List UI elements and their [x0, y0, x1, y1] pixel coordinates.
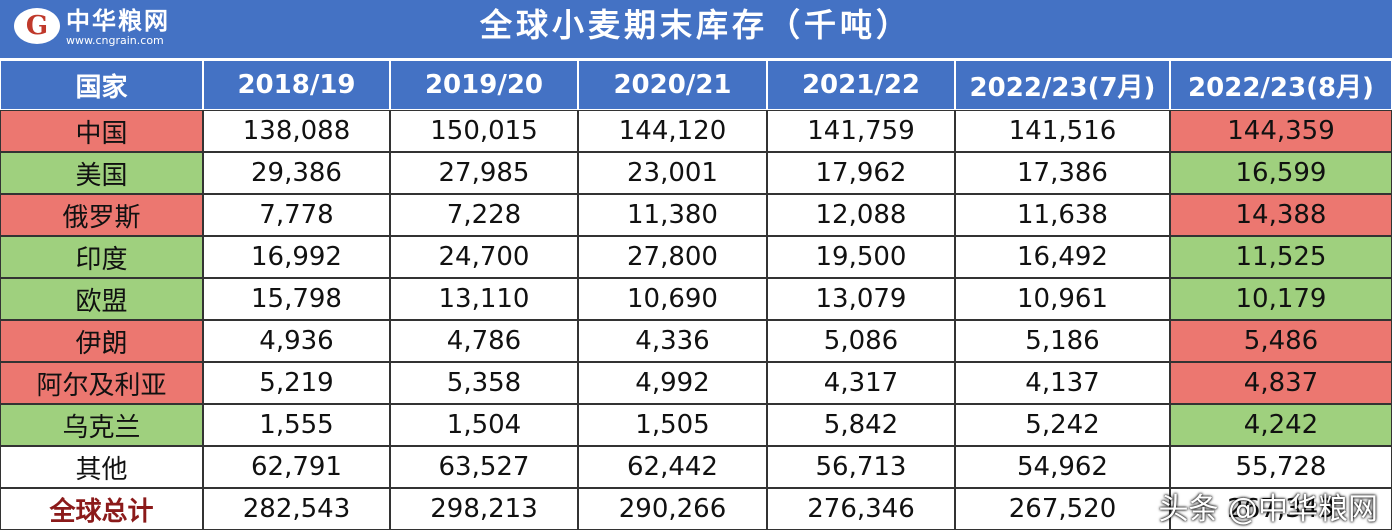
table-cell: 1,505 — [578, 404, 767, 446]
table-cell: 5,219 — [203, 362, 390, 404]
table-cell: 5,486 — [1170, 320, 1392, 362]
table-cell: 24,700 — [390, 236, 578, 278]
table-cell: 5,842 — [767, 404, 955, 446]
table-cell: 138,088 — [203, 110, 390, 152]
table-cell: 11,380 — [578, 194, 767, 236]
table-cell: 29,386 — [203, 152, 390, 194]
watermark: 头条 @中华粮网 — [1158, 492, 1378, 527]
table-cell: 4,336 — [578, 320, 767, 362]
table-cell: 276,346 — [767, 488, 955, 530]
table-cell: 5,086 — [767, 320, 955, 362]
logo-mark: G — [14, 8, 60, 44]
table-cell: 62,791 — [203, 446, 390, 488]
row-label: 中国 — [0, 110, 203, 152]
table-cell: 141,759 — [767, 110, 955, 152]
table-cell: 11,638 — [955, 194, 1170, 236]
table-cell: 144,120 — [578, 110, 767, 152]
column-header: 2022/23(7月) — [955, 60, 1170, 110]
logo-url: www.cngrain.com — [66, 34, 164, 47]
logo: G 中华粮网 www.cngrain.com — [14, 8, 170, 48]
table-cell: 15,798 — [203, 278, 390, 320]
table-cell: 4,137 — [955, 362, 1170, 404]
title: 全球小麦期末库存（千吨） — [479, 6, 912, 44]
table-cell: 10,690 — [578, 278, 767, 320]
table-cell: 4,317 — [767, 362, 955, 404]
row-label: 印度 — [0, 236, 203, 278]
table-cell: 267,520 — [955, 488, 1170, 530]
column-header: 国家 — [0, 60, 203, 110]
table-cell: 4,242 — [1170, 404, 1392, 446]
row-label: 欧盟 — [0, 278, 203, 320]
table-cell: 1,504 — [390, 404, 578, 446]
table-cell: 13,110 — [390, 278, 578, 320]
table-cell: 4,837 — [1170, 362, 1392, 404]
table-cell: 10,961 — [955, 278, 1170, 320]
table-cell: 56,713 — [767, 446, 955, 488]
row-label: 美国 — [0, 152, 203, 194]
table-cell: 12,088 — [767, 194, 955, 236]
table-cell: 4,786 — [390, 320, 578, 362]
table-cell: 5,186 — [955, 320, 1170, 362]
table-cell: 10,179 — [1170, 278, 1392, 320]
column-header: 2022/23(8月) — [1170, 60, 1392, 110]
column-header: 2018/19 — [203, 60, 390, 110]
row-label: 其他 — [0, 446, 203, 488]
table-cell: 63,527 — [390, 446, 578, 488]
table-cell: 54,962 — [955, 446, 1170, 488]
table-cell: 14,388 — [1170, 194, 1392, 236]
table-cell: 16,599 — [1170, 152, 1392, 194]
column-header: 2021/22 — [767, 60, 955, 110]
table-cell: 23,001 — [578, 152, 767, 194]
row-label: 全球总计 — [0, 488, 203, 530]
table-cell: 5,358 — [390, 362, 578, 404]
table-cell: 298,213 — [390, 488, 578, 530]
table: 国家 2018/19 2019/20 2020/21 2021/22 2022/23(7月… — [0, 60, 1392, 530]
table-cell: 19,500 — [767, 236, 955, 278]
table-cell: 7,778 — [203, 194, 390, 236]
row-label: 俄罗斯 — [0, 194, 203, 236]
row-label: 阿尔及利亚 — [0, 362, 203, 404]
column-header: 2020/21 — [578, 60, 767, 110]
table-cell: 13,079 — [767, 278, 955, 320]
table-cell: 27,800 — [578, 236, 767, 278]
table-cell: 11,525 — [1170, 236, 1392, 278]
table-cell: 17,962 — [767, 152, 955, 194]
row-label: 伊朗 — [0, 320, 203, 362]
table-cell: 16,992 — [203, 236, 390, 278]
table-cell: 17,386 — [955, 152, 1170, 194]
table-cell: 5,242 — [955, 404, 1170, 446]
table-cell: 62,442 — [578, 446, 767, 488]
column-header: 2019/20 — [390, 60, 578, 110]
logo-name: 中华粮网 — [66, 7, 170, 35]
table-cell: 1,555 — [203, 404, 390, 446]
row-label: 乌克兰 — [0, 404, 203, 446]
table-cell: 4,936 — [203, 320, 390, 362]
table-cell: 144,359 — [1170, 110, 1392, 152]
table-cell: 267,343 — [1170, 488, 1392, 530]
table-cell: 282,543 — [203, 488, 390, 530]
table-cell: 55,728 — [1170, 446, 1392, 488]
table-cell: 27,985 — [390, 152, 578, 194]
table-cell: 141,516 — [955, 110, 1170, 152]
table-cell: 150,015 — [390, 110, 578, 152]
table-cell: 290,266 — [578, 488, 767, 530]
table-cell: 16,492 — [955, 236, 1170, 278]
table-cell: 7,228 — [390, 194, 578, 236]
title-bar: G 中华粮网 www.cngrain.com 全球小麦期末库存（千吨） — [0, 0, 1392, 60]
table-cell: 4,992 — [578, 362, 767, 404]
